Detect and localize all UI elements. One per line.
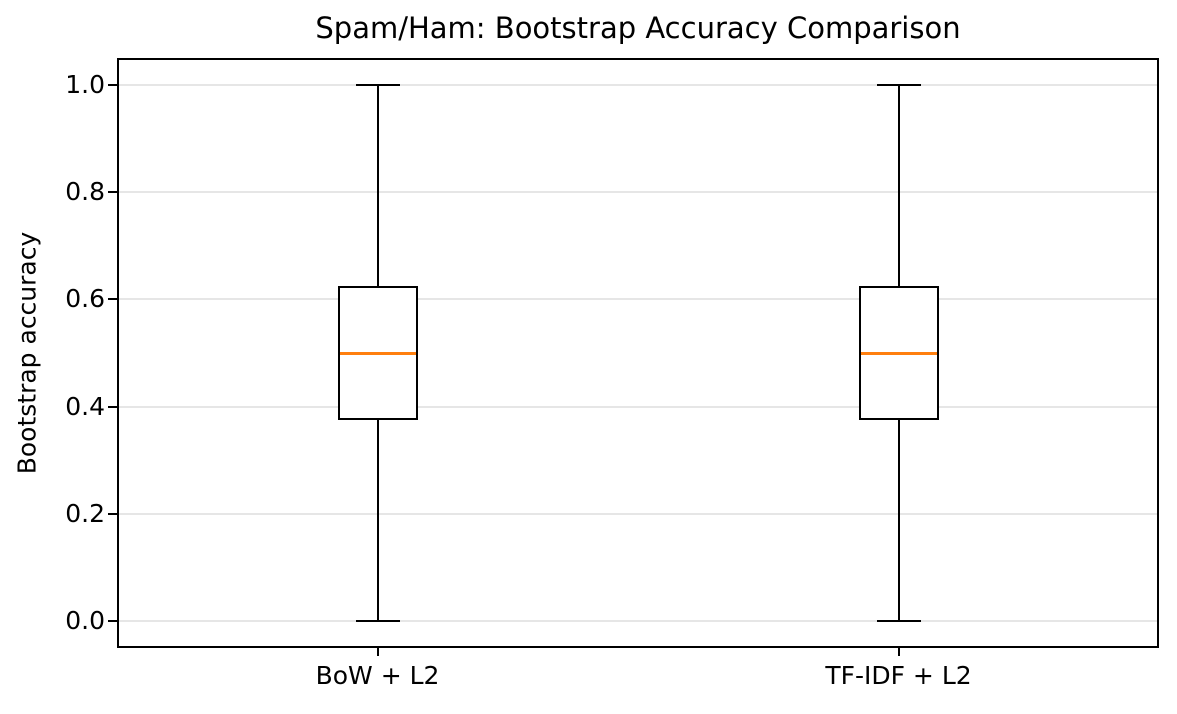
y-gridline [117,512,1159,515]
y-gridline [117,191,1159,194]
x-tick-label: BoW + L2 [315,661,440,690]
y-tick-label: 0.8 [65,177,105,207]
y-gridline [117,620,1159,623]
y-tick-label: 0.6 [65,284,105,314]
x-tick-label: TF-IDF + L2 [825,661,972,690]
y-tick-mark [108,191,117,194]
whisker-cap-bottom [355,620,400,623]
y-tick-mark [108,405,117,408]
y-tick-mark [108,512,117,515]
whisker-cap-bottom [876,620,921,623]
x-tick-mark [897,646,900,656]
y-tick-label: 0.4 [65,391,105,421]
median-line [339,351,416,355]
whisker-cap-top [876,83,921,86]
y-gridline [117,405,1159,408]
whisker-cap-top [355,83,400,86]
y-tick-mark [108,83,117,86]
y-tick-label: 0.2 [65,498,105,528]
y-tick-mark [108,298,117,301]
data-layer [108,58,1159,656]
x-tick-mark [376,646,379,656]
y-gridline [117,83,1159,86]
grid-layer [117,58,1159,648]
plot-area [117,58,1159,648]
y-axis-label: Bootstrap accuracy [12,231,42,475]
chart-title: Spam/Ham: Bootstrap Accuracy Comparison [315,11,961,45]
median-line [860,351,937,355]
y-tick-label: 0.0 [65,606,105,636]
y-gridline [117,298,1159,301]
y-tick-label: 1.0 [65,69,105,99]
y-tick-mark [108,620,117,623]
